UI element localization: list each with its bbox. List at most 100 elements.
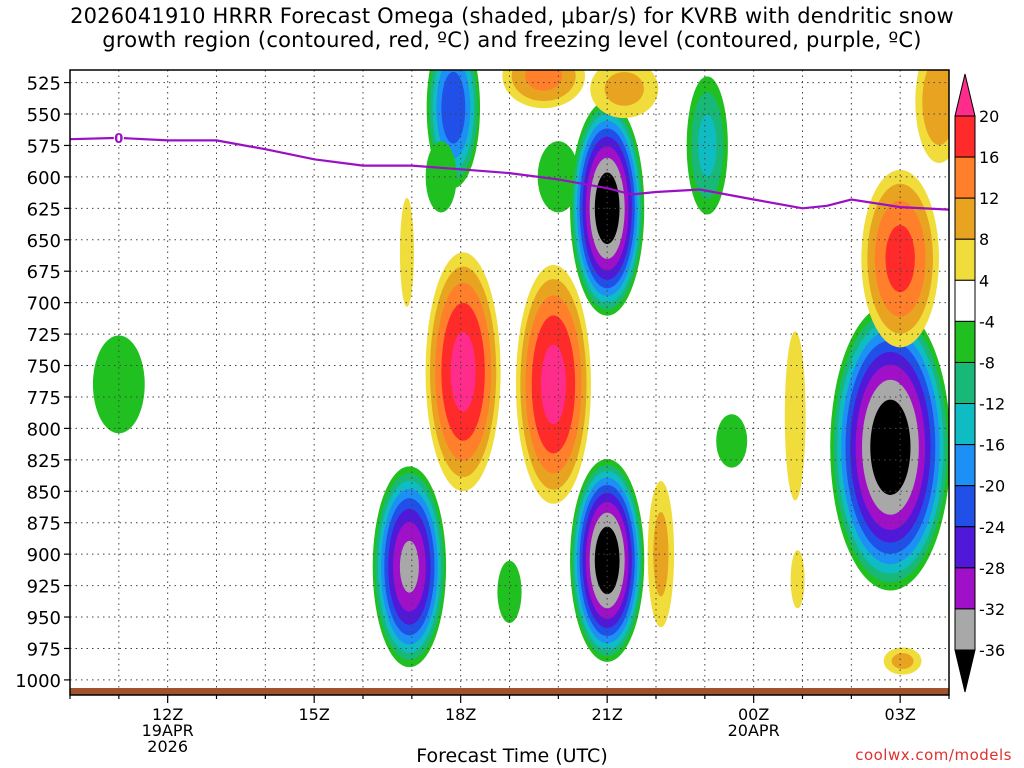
y-tick-label: 750	[27, 357, 61, 378]
colorbar-top-arrow	[954, 73, 976, 117]
omega-core	[929, 77, 949, 126]
omega-core	[793, 563, 802, 596]
omega-cell-descent	[425, 252, 501, 492]
grid-lines	[70, 70, 949, 695]
x-tick-sublabel: 2026	[147, 737, 188, 756]
x-tick-label: 00Z	[738, 705, 769, 724]
y-tick-label: 550	[27, 105, 61, 126]
colorbar-swatch	[954, 444, 976, 487]
chart-title-line-2: growth region (contoured, red, ºC) and f…	[102, 28, 922, 52]
colorbar-level-label: -32	[979, 600, 1005, 619]
omega-cell-ascent	[425, 141, 457, 213]
y-tick-label: 650	[27, 231, 61, 252]
omega-core	[446, 87, 460, 128]
omega-cell-descent	[502, 70, 585, 109]
y-tick-label: 600	[27, 168, 61, 189]
omega-cell-descent	[590, 70, 659, 119]
colorbar-level-label: -12	[979, 395, 1005, 414]
x-tick-label: 15Z	[299, 705, 330, 724]
y-axis: 525 550 575 600 625 650 675 700 725 750 775 800 825 8…	[15, 74, 70, 692]
x-tick-label: 12Z	[152, 705, 183, 724]
omega-core	[613, 79, 636, 99]
colorbar-level-label: 12	[979, 189, 999, 208]
omega-cell-descent	[883, 647, 922, 675]
freezing-level-label: 0	[114, 132, 123, 147]
freezing-level-label-bg	[113, 130, 124, 144]
y-tick-label: 575	[27, 136, 61, 157]
colorbar-level-label: -36	[979, 641, 1005, 660]
colorbar-level-label: -16	[979, 436, 1005, 455]
colorbar-swatch	[954, 361, 976, 405]
y-tick-label: 525	[27, 74, 61, 95]
colorbar-swatch	[954, 567, 976, 610]
omega-cell-ascent	[497, 560, 522, 623]
omega-core	[896, 656, 909, 666]
colorbar-level-label: -24	[979, 518, 1005, 537]
chart-title: 2026041910 HRRR Forecast Omega (shaded, …	[0, 4, 1024, 52]
omega-cell-ascent	[686, 76, 728, 215]
y-tick-label: 825	[27, 451, 61, 472]
omega-core	[892, 240, 909, 278]
colorbar-level-label: -8	[979, 353, 995, 372]
omega-cell-ascent	[372, 466, 447, 668]
y-tick-label: 1000	[15, 671, 61, 692]
y-tick-label: 775	[27, 388, 61, 409]
colorbar-swatch	[954, 238, 976, 281]
colorbar-swatch	[954, 279, 976, 322]
chart-title-line-1: 2026041910 HRRR Forecast Omega (shaded, …	[70, 4, 954, 28]
x-tick-sublabel: 19APR	[142, 721, 194, 740]
ground-strip	[70, 688, 949, 695]
colorbar-swatch	[954, 608, 976, 651]
colorbar-level-label: -4	[979, 312, 995, 331]
omega-core	[546, 362, 561, 407]
y-tick-label: 875	[27, 514, 61, 535]
omega-cell-ascent	[830, 304, 949, 591]
y-tick-label: 800	[27, 419, 61, 440]
colorbar-swatch	[954, 197, 976, 240]
credit-link[interactable]: coolwx.com/models	[855, 746, 1012, 764]
y-tick-label: 725	[27, 325, 61, 346]
y-tick-label: 675	[27, 262, 61, 283]
x-tick-sublabel: 20APR	[728, 721, 780, 740]
x-tick-label: 18Z	[445, 705, 476, 724]
omega-cell-ascent	[716, 414, 748, 468]
omega-cell-descent	[515, 264, 591, 504]
y-tick-label: 700	[27, 294, 61, 315]
omega-core	[789, 369, 801, 463]
y-tick-label: 850	[27, 482, 61, 503]
omega-cell-descent	[790, 550, 805, 609]
colorbar-level-label: 4	[979, 271, 989, 290]
omega-core	[502, 574, 517, 609]
omega-core	[404, 552, 415, 582]
omega-cell-descent	[915, 70, 949, 164]
omega-cell-descent	[647, 481, 675, 628]
x-axis-label: Forecast Time (UTC)	[416, 745, 608, 767]
colorbar-swatch	[954, 403, 976, 446]
colorbar-swatch	[954, 115, 976, 158]
colorbar-level-label: -20	[979, 477, 1005, 496]
y-tick-label: 925	[27, 577, 61, 598]
y-tick-label: 900	[27, 545, 61, 566]
omega-core	[656, 530, 666, 578]
colorbar: 20 16 12 8 4 -4 -8 -12 -16 -20 -24 -28 -32 -36	[954, 73, 1005, 693]
colorbar-swatch	[954, 156, 976, 199]
omega-core	[456, 349, 471, 394]
omega-cell-descent	[399, 197, 414, 307]
omega-core	[403, 222, 411, 283]
omega-core	[432, 157, 450, 197]
colorbar-level-label: 20	[979, 107, 999, 126]
colorbar-level-label: 16	[979, 148, 999, 167]
omega-core	[879, 421, 902, 474]
omega-cell-descent	[861, 169, 939, 348]
colorbar-bottom-arrow	[954, 649, 976, 693]
y-tick-label: 950	[27, 608, 61, 629]
omega-cell-ascent	[537, 141, 580, 213]
colorbar-level-label: -28	[979, 559, 1005, 578]
colorbar-swatch	[954, 526, 976, 569]
x-tick-label: 03Z	[885, 705, 916, 724]
omega-core	[723, 426, 741, 456]
y-tick-label: 975	[27, 639, 61, 660]
colorbar-swatch	[954, 320, 976, 363]
